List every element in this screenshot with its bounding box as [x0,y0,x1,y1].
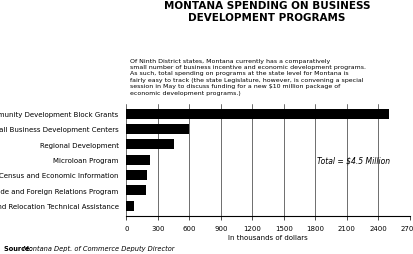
Bar [126,140,173,150]
Bar [126,170,147,180]
Bar [126,109,388,119]
Bar [126,155,150,165]
Text: Of Ninth District states, Montana currently has a comparatively
small number of : Of Ninth District states, Montana curren… [130,58,366,95]
Text: MONTANA SPENDING ON BUSINESS
DEVELOPMENT PROGRAMS: MONTANA SPENDING ON BUSINESS DEVELOPMENT… [164,1,369,23]
Text: Total = $4.5 Million: Total = $4.5 Million [317,155,389,165]
Text: Source:: Source: [4,245,35,251]
Text: Montana Dept. of Commerce Deputy Director: Montana Dept. of Commerce Deputy Directo… [23,245,174,251]
Bar [126,124,189,134]
X-axis label: In thousands of dollars: In thousands of dollars [228,234,307,240]
Bar [126,186,145,196]
Bar [126,201,134,211]
